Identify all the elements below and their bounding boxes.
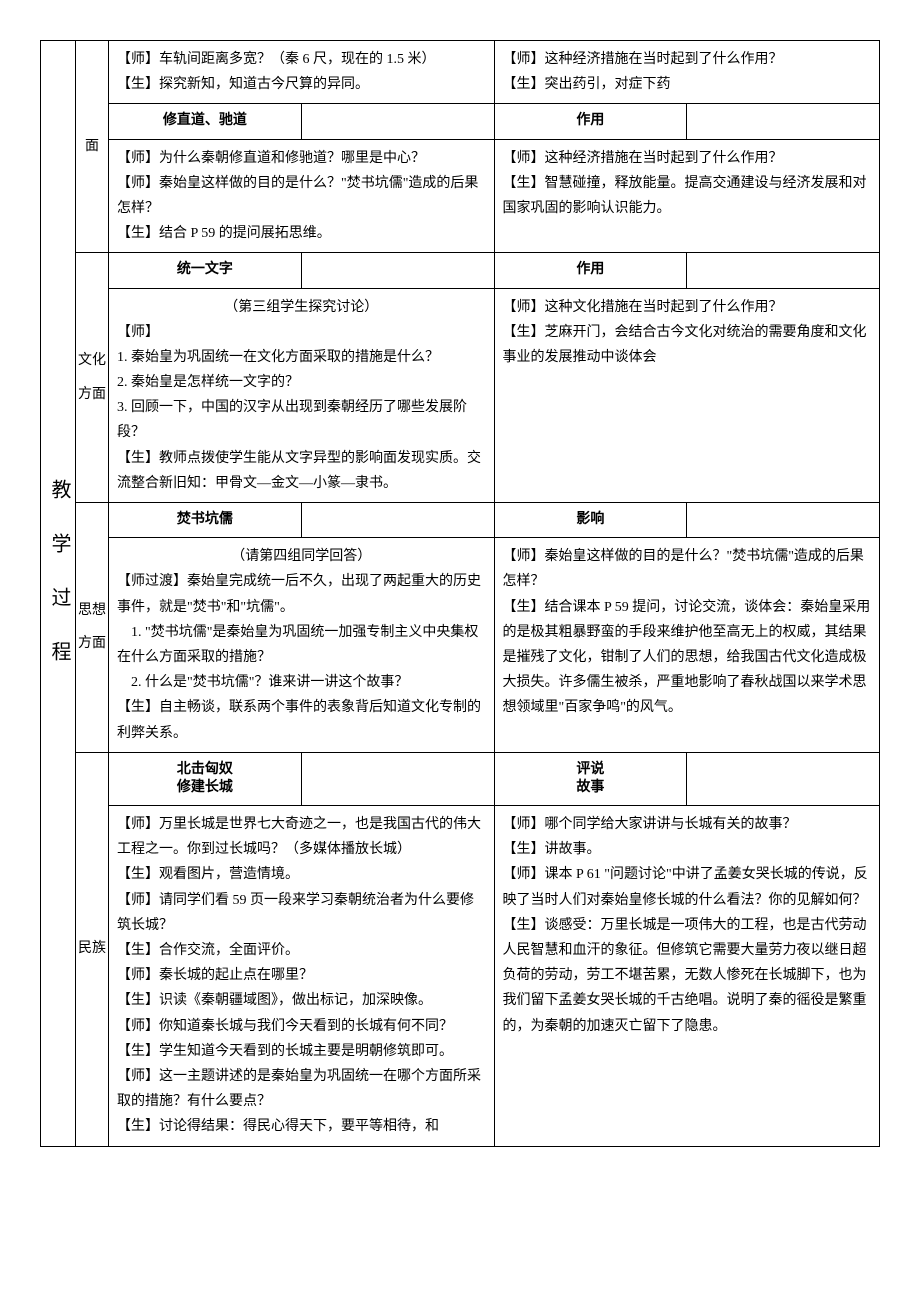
pre-right-0: 【师】这种经济措施在当时起到了什么作用？ 【生】突出药引，对症下药 — [494, 41, 880, 104]
label-left-blank-2 — [301, 503, 494, 538]
body-right-2: 【师】秦始皇这样做的目的是什么？"焚书坑儒"造成的后果怎样？ 【生】结合课本 P… — [494, 538, 880, 753]
body-right-3: 【师】哪个同学给大家讲讲与长城有关的故事？ 【生】讲故事。 【师】课本 P 61… — [494, 806, 880, 1146]
body-left-1: （第三组学生探究讨论） 【师】 1. 秦始皇为巩固统一在文化方面采取的措施是什么… — [109, 288, 495, 503]
sub-heading-0: 面 — [76, 41, 109, 253]
body-left-2: （请第四组同学回答） 【师过渡】秦始皇完成统一后不久，出现了两起重大的历史事件，… — [109, 538, 495, 753]
body-left-0: 【师】为什么秦朝修直道和修驰道？哪里是中心？ 【师】秦始皇这样做的目的是什么？"… — [109, 139, 495, 253]
label-right-1: 作用 — [494, 253, 687, 288]
sub-heading-3: 民族 — [76, 752, 109, 1146]
label-right-blank-1 — [687, 253, 880, 288]
label-left-3: 北击匈奴 修建长城 — [109, 752, 302, 805]
label-left-2: 焚书坑儒 — [109, 503, 302, 538]
body-left-1-text: 【师】 1. 秦始皇为巩固统一在文化方面采取的措施是什么？ 2. 秦始皇是怎样统… — [117, 320, 486, 496]
label-left-blank-1 — [301, 253, 494, 288]
label-left-1: 统一文字 — [109, 253, 302, 288]
label-right-blank-0 — [687, 104, 880, 139]
pre-left-0: 【师】车轨间距离多宽？（秦 6 尺，现在的 1.5 米） 【生】探究新知，知道古… — [109, 41, 495, 104]
label-left-blank-3 — [301, 752, 494, 805]
body-left-2-text: 【师过渡】秦始皇完成统一后不久，出现了两起重大的历史事件，就是"焚书"和"坑儒"… — [117, 569, 486, 745]
label-right-0: 作用 — [494, 104, 687, 139]
sub-heading-2: 思想方面 — [76, 503, 109, 753]
main-vertical-heading-text: 教学过程 — [41, 479, 77, 695]
body-right-0: 【师】这种经济措施在当时起到了什么作用？ 【生】智慧碰撞，释放能量。提高交通建设… — [494, 139, 880, 253]
label-right-blank-2 — [687, 503, 880, 538]
body-left-1-center: （第三组学生探究讨论） — [117, 295, 486, 320]
label-right-2: 影响 — [494, 503, 687, 538]
label-right-3: 评说 故事 — [494, 752, 687, 805]
body-left-2-center: （请第四组同学回答） — [117, 544, 486, 569]
main-vertical-heading: 教学过程 — [41, 41, 76, 1147]
sub-heading-1: 文化方面 — [76, 253, 109, 503]
label-left-0: 修直道、驰道 — [109, 104, 302, 139]
label-left-blank-0 — [301, 104, 494, 139]
lesson-plan-table: 教学过程 面 【师】车轨间距离多宽？（秦 6 尺，现在的 1.5 米） 【生】探… — [40, 40, 880, 1147]
label-right-blank-3 — [687, 752, 880, 805]
body-left-3: 【师】万里长城是世界七大奇迹之一，也是我国古代的伟大工程之一。你到过长城吗？（多… — [109, 806, 495, 1146]
body-right-1: 【师】这种文化措施在当时起到了什么作用？ 【生】芝麻开门，会结合古今文化对统治的… — [494, 288, 880, 503]
